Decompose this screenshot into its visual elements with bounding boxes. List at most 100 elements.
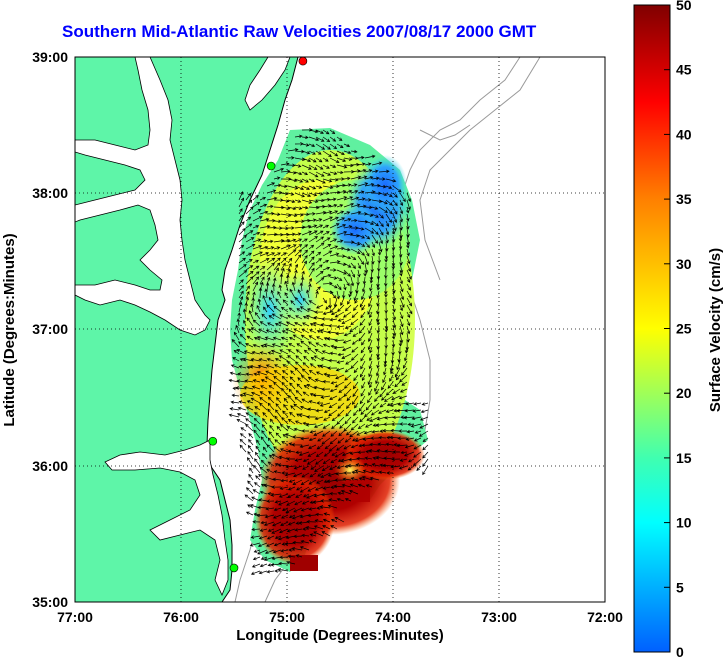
velocity-arrow — [308, 224, 318, 229]
velocity-arrow — [357, 483, 366, 488]
velocity-arrow — [259, 210, 269, 215]
velocity-arrow — [313, 531, 324, 537]
velocity-arrow — [410, 423, 422, 428]
velocity-arrow — [295, 389, 303, 397]
velocity-arrow — [287, 554, 296, 559]
velocity-arrow — [343, 211, 351, 215]
velocity-arrow — [256, 335, 268, 341]
velocity-arrow — [273, 219, 282, 224]
velocity-arrow — [295, 349, 303, 355]
velocity-arrow — [358, 325, 366, 334]
velocity-arrow — [282, 410, 289, 418]
velocity-arrow — [300, 374, 310, 383]
velocity-arrow — [306, 415, 317, 419]
velocity-arrow — [376, 360, 380, 369]
velocity-arrow — [290, 370, 296, 376]
velocity-arrow — [329, 216, 339, 222]
velocity-arrow — [369, 476, 380, 481]
velocity-arrow — [270, 493, 282, 497]
velocity-arrow — [289, 411, 296, 418]
velocity-arrow — [361, 381, 366, 389]
velocity-arrow — [360, 353, 366, 362]
velocity-arrow — [306, 458, 317, 465]
velocity-arrow — [281, 416, 289, 425]
velocity-arrow — [337, 395, 345, 401]
velocity-arrow — [295, 554, 303, 558]
velocity-arrow — [259, 257, 270, 264]
velocity-arrow — [285, 507, 296, 513]
velocity-arrow — [236, 419, 247, 425]
velocity-arrow — [306, 519, 317, 524]
velocity-arrow — [247, 444, 254, 453]
velocity-arrow — [329, 129, 336, 135]
velocity-arrow — [406, 248, 410, 257]
velocity-arrow — [245, 237, 255, 243]
velocity-arrow — [252, 281, 259, 292]
velocity-arrow — [354, 402, 359, 409]
velocity-arrow — [330, 525, 338, 530]
velocity-arrow — [240, 427, 247, 432]
velocity-arrow — [321, 492, 331, 497]
velocity-arrow — [329, 260, 341, 264]
velocity-arrow — [294, 396, 303, 404]
velocity-arrow — [257, 298, 262, 306]
velocity-arrow — [271, 556, 282, 561]
velocity-arrow — [230, 400, 240, 404]
velocity-arrow — [273, 252, 281, 257]
velocity-arrow — [334, 478, 345, 482]
velocity-arrow — [294, 254, 302, 264]
velocity-arrow — [261, 430, 268, 439]
velocity-arrow — [383, 456, 394, 460]
station-marker-site-hatteras — [229, 563, 239, 573]
velocity-arrow — [371, 255, 375, 265]
velocity-arrow — [392, 325, 397, 337]
velocity-arrow — [336, 224, 347, 229]
velocity-arrow — [316, 336, 324, 341]
colorbar-tick-label: 15 — [676, 450, 692, 466]
velocity-arrow — [293, 534, 303, 539]
velocity-arrow — [302, 458, 310, 463]
velocity-arrow — [245, 252, 252, 257]
velocity-arrow — [404, 346, 409, 354]
velocity-arrow — [308, 157, 317, 163]
velocity-arrow — [329, 351, 338, 356]
velocity-arrow — [327, 504, 338, 509]
velocity-arrow — [364, 234, 371, 240]
velocity-arrow — [287, 192, 295, 196]
velocity-arrow — [335, 374, 345, 380]
velocity-arrow — [364, 182, 375, 187]
velocity-arrow — [391, 227, 396, 235]
velocity-arrow — [265, 282, 270, 292]
velocity-arrow — [327, 472, 338, 477]
velocity-arrow — [350, 196, 360, 201]
velocity-arrow — [273, 176, 281, 180]
x-tick-label: 77:00 — [57, 609, 93, 625]
velocity-arrow — [266, 535, 275, 540]
velocity-arrow — [364, 175, 374, 180]
velocity-arrow — [335, 472, 345, 476]
velocity-arrow — [299, 282, 304, 292]
colorbar-ticks: 0 5 10 15 20 25 30 35 40 45 50 — [664, 0, 692, 659]
velocity-arrow — [257, 549, 268, 555]
velocity-arrow — [341, 451, 352, 457]
velocity-arrow — [330, 311, 338, 316]
velocity-arrow — [376, 290, 380, 299]
velocity-arrow — [418, 430, 429, 437]
velocity-arrow — [336, 150, 345, 156]
velocity-arrow — [245, 276, 254, 285]
velocity-arrow — [357, 162, 366, 166]
velocity-arrow — [268, 391, 275, 397]
velocity-arrow — [390, 367, 394, 375]
velocity-arrow — [238, 290, 244, 299]
velocity-arrow — [398, 465, 408, 470]
velocity-arrow — [350, 269, 356, 278]
velocity-arrow — [308, 507, 317, 511]
velocity-arrow — [344, 304, 352, 312]
velocity-arrow — [305, 423, 317, 427]
velocity-arrow — [259, 563, 268, 568]
velocity-arrow — [286, 426, 296, 432]
velocity-arrow — [406, 199, 411, 211]
velocity-arrow — [349, 489, 359, 495]
colorbar-tick-label: 35 — [676, 191, 692, 207]
velocity-arrow — [336, 136, 343, 141]
